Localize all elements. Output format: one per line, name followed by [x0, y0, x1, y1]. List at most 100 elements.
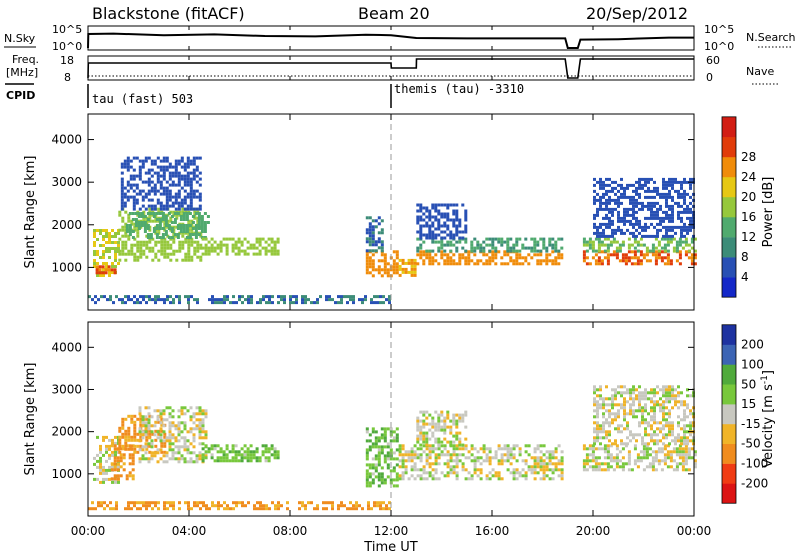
data-cell — [425, 221, 429, 225]
data-cell — [162, 454, 166, 458]
data-cell — [273, 240, 277, 244]
data-cell — [142, 252, 146, 256]
data-cell — [617, 225, 620, 229]
data-cell — [395, 436, 399, 440]
data-cell — [126, 198, 130, 202]
data-cell — [629, 439, 632, 443]
data-cell — [105, 232, 108, 235]
data-cell — [108, 256, 111, 259]
data-cell — [148, 213, 152, 217]
data-cell — [184, 255, 188, 259]
data-cell — [585, 459, 589, 463]
data-cell — [264, 444, 268, 448]
data-cell — [180, 430, 184, 434]
data-cell — [295, 295, 298, 299]
data-cell — [264, 252, 268, 256]
data-cell — [473, 465, 477, 469]
data-cell — [690, 240, 694, 244]
data-cell — [633, 256, 637, 260]
data-cell — [99, 480, 102, 484]
data-cell — [153, 424, 157, 428]
data-cell — [593, 385, 596, 389]
data-cell — [671, 394, 674, 398]
data-cell — [650, 439, 653, 443]
data-cell — [189, 159, 193, 163]
data-cell — [600, 250, 604, 254]
freq-label-line2: [MHz] — [6, 66, 38, 79]
data-cell — [150, 457, 154, 461]
data-cell — [560, 256, 564, 260]
data-cell — [506, 444, 510, 448]
data-cell — [560, 456, 564, 460]
data-cell — [602, 421, 605, 425]
data-cell — [446, 206, 450, 210]
data-cell — [416, 253, 420, 257]
data-cell — [554, 259, 558, 263]
data-cell — [633, 246, 637, 250]
data-cell — [527, 444, 531, 448]
data-cell — [108, 241, 111, 244]
data-cell — [138, 171, 142, 175]
data-cell — [452, 262, 456, 266]
data-cell — [168, 204, 172, 208]
data-cell — [476, 456, 480, 460]
data-cell — [186, 159, 190, 163]
data-cell — [192, 451, 196, 455]
data-cell — [539, 477, 543, 481]
data-cell — [620, 430, 623, 434]
colorbar-tick-label: 200 — [741, 338, 764, 352]
data-cell — [666, 259, 670, 263]
data-cell — [606, 465, 610, 469]
data-cell — [186, 171, 190, 175]
data-cell — [665, 234, 668, 238]
data-cell — [434, 227, 438, 231]
data-cell — [367, 507, 370, 511]
data-cell — [133, 450, 137, 454]
data-cell — [234, 444, 238, 448]
data-cell — [154, 295, 157, 299]
data-cell — [665, 400, 668, 404]
data-cell — [680, 204, 683, 208]
data-cell — [392, 484, 396, 488]
data-cell — [264, 447, 268, 451]
data-cell — [639, 250, 643, 254]
data-cell — [231, 444, 235, 448]
data-cell — [488, 462, 492, 466]
data-cell — [623, 418, 626, 422]
data-cell — [191, 227, 195, 230]
data-cell — [482, 262, 486, 266]
data-cell — [192, 207, 196, 211]
data-cell — [195, 412, 199, 416]
data-cell — [407, 456, 411, 460]
data-cell — [170, 236, 174, 239]
data-cell — [668, 177, 671, 181]
data-cell — [365, 268, 369, 272]
data-cell — [186, 156, 190, 160]
data-cell — [680, 403, 683, 407]
data-cell — [671, 210, 674, 214]
data-cell — [512, 259, 516, 263]
data-cell — [542, 465, 546, 469]
data-cell — [627, 259, 631, 263]
data-cell — [554, 447, 558, 451]
data-cell — [150, 174, 154, 178]
data-cell — [539, 249, 543, 253]
data-cell — [686, 225, 689, 229]
time-x-axis: 00:00 04:00 08:00 12:00 16:00 20:00 00:00 — [71, 26, 711, 538]
data-cell — [273, 252, 277, 256]
data-cell — [165, 165, 169, 169]
data-cell — [482, 459, 486, 463]
data-cell — [116, 447, 120, 451]
data-cell — [614, 231, 617, 235]
data-cell — [374, 475, 378, 479]
data-cell — [169, 295, 172, 299]
data-cell — [189, 171, 193, 175]
data-cell — [177, 409, 181, 413]
data-cell — [144, 457, 148, 461]
data-cell — [118, 429, 122, 433]
data-cell — [124, 258, 128, 262]
data-cell — [365, 271, 369, 275]
data-cell — [434, 456, 438, 460]
data-cell — [149, 236, 153, 239]
data-cell — [545, 262, 549, 266]
